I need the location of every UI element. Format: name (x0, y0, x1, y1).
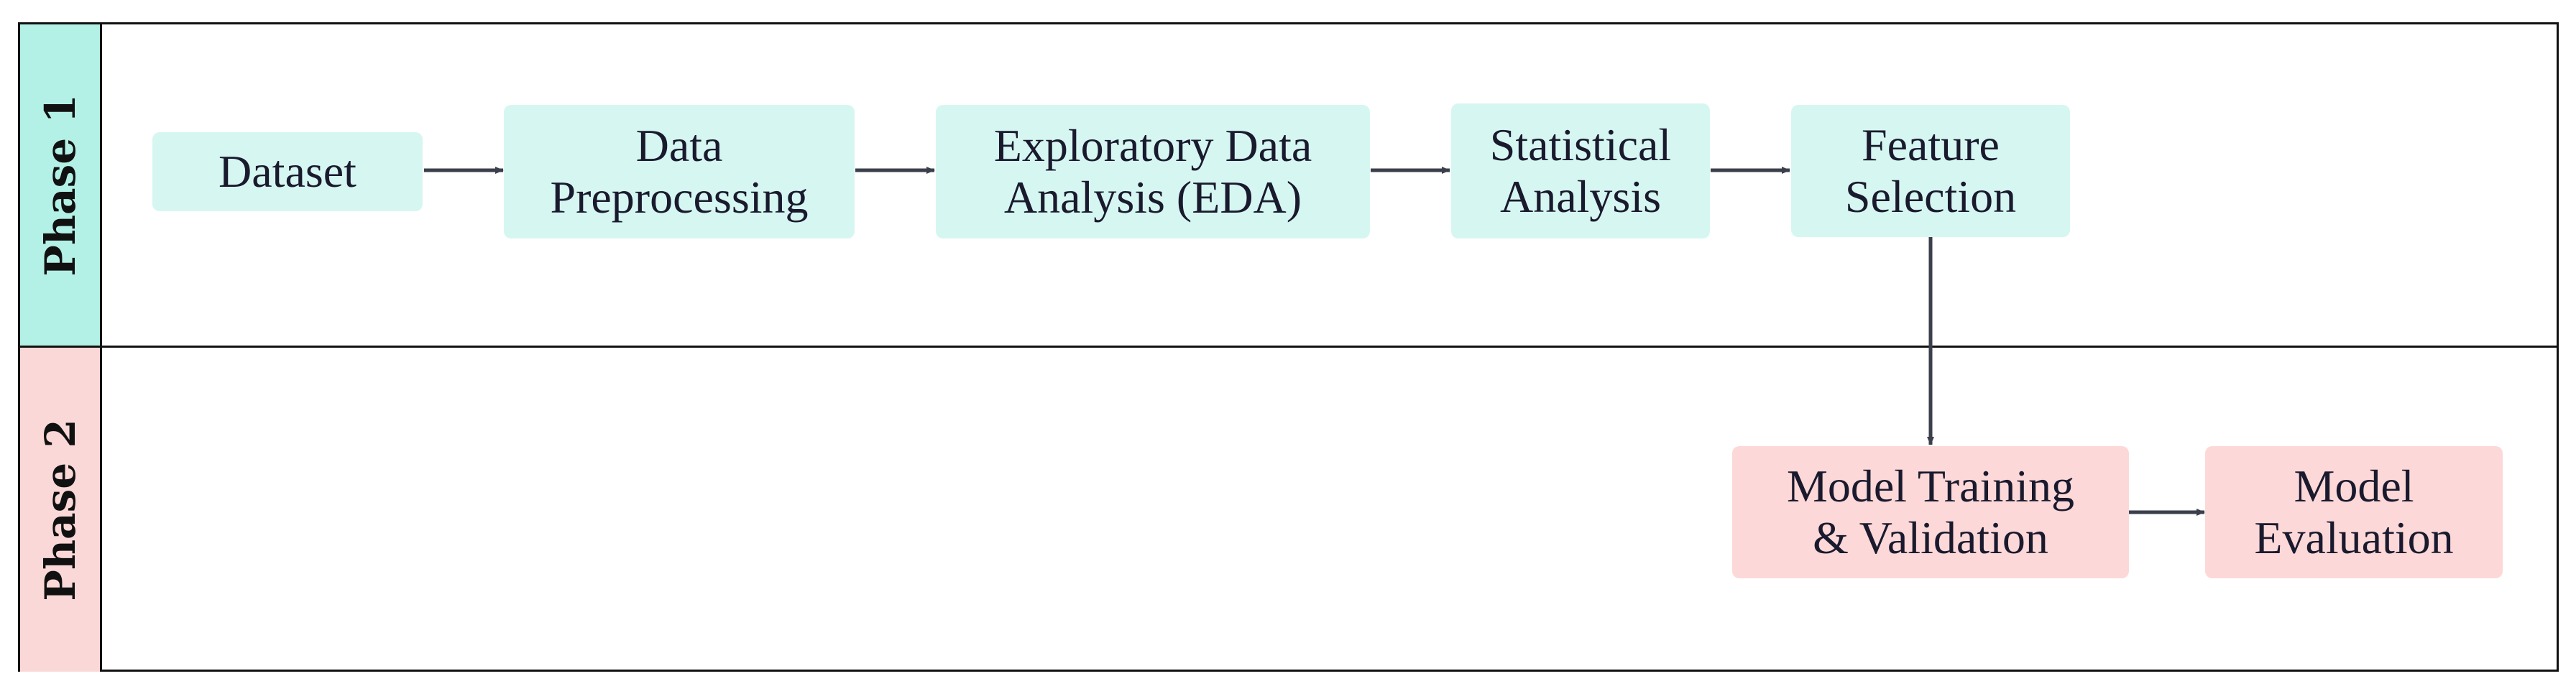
node-statistical-analysis-line-1: Statistical (1489, 119, 1672, 171)
node-statistical-analysis-line-2: Analysis (1500, 171, 1661, 222)
node-feature-selection: Feature Selection (1791, 105, 2070, 237)
node-model-training: Model Training & Validation (1732, 446, 2129, 578)
lane-header-phase-2: Phase 2 (20, 348, 102, 672)
swimlane-diagram: Phase 1 Phase 2 (18, 22, 2559, 672)
node-feature-selection-line-1: Feature (1862, 119, 2000, 171)
lane-header-phase-1: Phase 1 (20, 24, 102, 346)
node-feature-selection-line-2: Selection (1844, 171, 2017, 222)
node-eda-line-2: Analysis (EDA) (1003, 172, 1302, 223)
node-data-preprocessing-line-2: Preprocessing (550, 172, 809, 223)
node-statistical-analysis: Statistical Analysis (1451, 103, 1710, 239)
node-data-preprocessing: Data Preprocessing (504, 105, 855, 239)
node-model-evaluation-line-2: Evaluation (2254, 512, 2454, 563)
node-model-evaluation: Model Evaluation (2205, 446, 2503, 578)
node-eda: Exploratory Data Analysis (EDA) (936, 105, 1370, 239)
node-model-evaluation-line-1: Model (2294, 460, 2414, 512)
node-eda-line-1: Exploratory Data (993, 120, 1312, 172)
lane-phase-2: Phase 2 (20, 348, 2557, 672)
node-data-preprocessing-line-1: Data (635, 120, 723, 172)
node-model-training-line-1: Model Training (1786, 460, 2075, 512)
node-model-training-line-2: & Validation (1813, 512, 2048, 563)
node-dataset-line-1: Dataset (218, 146, 356, 198)
lane-phase-1: Phase 1 (20, 24, 2557, 348)
node-dataset: Dataset (152, 132, 423, 211)
